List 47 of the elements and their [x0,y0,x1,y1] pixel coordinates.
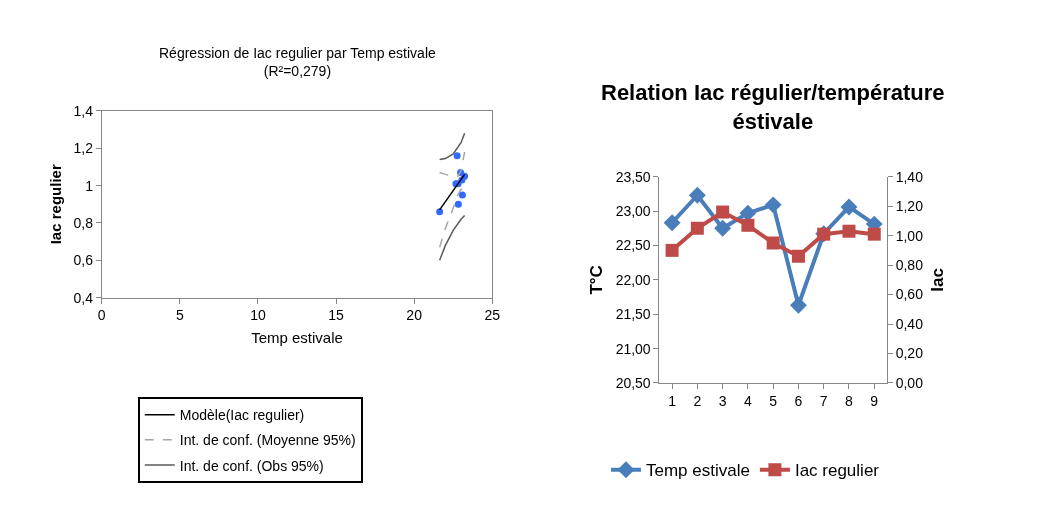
x-axis-title: Temp estivale [251,329,343,347]
y-tick-label: 1,4 [73,102,94,119]
legend-label: Iac regulier [794,461,880,481]
y-tick-label: 21,50 [615,306,651,323]
y-tick-label: 20,50 [615,374,651,391]
x-tick-label: 5 [175,307,184,324]
x-tick-label: 15 [328,307,345,324]
y2-tick-label: 0,40 [895,315,924,332]
chart-title: Régression de Iac regulier par Temp estivale (R²=0,279) [159,45,436,80]
y-tick-label: 1,2 [73,140,94,157]
y-tick-label: 21,00 [615,340,651,357]
y-tick-label: 23,50 [615,168,651,185]
x-tick-label: 1 [668,392,677,409]
y2-tick-label: 0,60 [895,286,924,303]
y-tick-label: 0,6 [73,252,94,269]
y2-tick-label: 1,40 [895,168,924,185]
y-tick-label: 0,8 [73,214,94,231]
y-axis-title: T°C [587,265,607,295]
chart-title: Relation Iac régulier/température éstivale [601,80,945,134]
y2-axis-title: Iac [927,268,947,292]
legend-label: Modèle(Iac regulier) [179,407,305,424]
y-axis-title: Iac regulier [46,164,64,245]
y2-tick-label: 0,80 [895,256,924,273]
y-tick-label: 22,50 [615,237,651,254]
y2-tick-label: 0,00 [895,374,924,391]
y2-tick-label: 0,20 [895,345,924,362]
x-tick-label: 20 [406,307,423,324]
x-tick-label: 0 [97,307,106,324]
x-tick-label: 3 [718,392,727,409]
y-tick-label: 23,00 [615,202,651,219]
x-tick-label: 2 [693,392,702,409]
x-tick-label: 9 [870,392,879,409]
legend-label: Temp estivale [645,461,750,481]
y-tick-label: 1 [85,177,94,194]
y2-tick-label: 1,20 [895,198,924,215]
x-tick-label: 10 [250,307,266,324]
legend-label: Int. de conf. (Moyenne 95%) [179,432,356,449]
x-tick-label: 4 [744,392,753,409]
x-tick-label: 7 [819,392,828,409]
y-tick-label: 0,4 [73,289,94,306]
y-tick-label: 22,00 [615,271,651,288]
y2-tick-label: 1,00 [895,227,924,244]
x-tick-label: 8 [845,392,854,409]
x-tick-label: 6 [794,392,803,409]
x-tick-label: 25 [484,307,501,324]
x-tick-label: 5 [769,392,778,409]
legend-label: Int. de conf. (Obs 95%) [179,457,324,474]
